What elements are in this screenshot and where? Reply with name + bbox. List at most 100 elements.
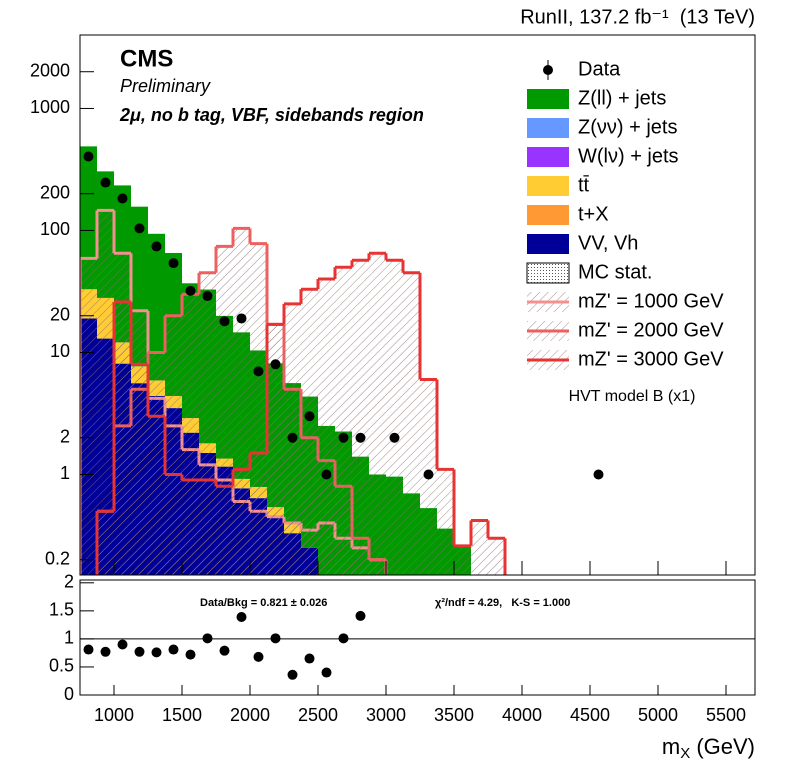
signal-hatch: [318, 279, 335, 575]
data-point: [168, 258, 179, 269]
x-tick-label: 1500: [162, 705, 202, 725]
data-point: [134, 223, 145, 234]
y-tick-label: 10: [50, 341, 70, 361]
signal-hatch: [369, 253, 386, 575]
ratio-point: [151, 647, 162, 658]
data-point: [83, 151, 94, 162]
ratio-point: [338, 633, 349, 644]
y-tick-label: 1: [60, 463, 70, 483]
data-point: [355, 432, 366, 443]
signal-hatch: [386, 260, 403, 575]
ratio-point: [83, 644, 94, 655]
ratio-point: [185, 649, 196, 660]
signal-hatch: [250, 452, 267, 575]
signal-hatch: [148, 416, 165, 575]
y-tick-label: 2: [60, 426, 70, 446]
x-tick-label: 1000: [94, 705, 134, 725]
ratio-annotation: Data/Bkg = 0.821 ± 0.026: [200, 597, 327, 609]
signal-hatch: [437, 469, 454, 575]
signal-hatch: [114, 301, 131, 575]
x-tick-label: 3000: [366, 705, 406, 725]
ratio-point: [168, 644, 179, 655]
legend-swatch: [527, 234, 569, 254]
ratio-point: [321, 667, 332, 678]
ratio-point: [236, 612, 247, 623]
data-point: [253, 366, 264, 377]
signal-hatch: [284, 303, 301, 575]
subtitle: Preliminary: [120, 76, 211, 96]
signal-hatch: [267, 324, 284, 575]
x-axis-label-main: m: [662, 734, 680, 759]
ratio-y-tick-label: 1: [64, 628, 74, 648]
signal-hatch: [335, 267, 352, 575]
legend-label: tt̄: [578, 174, 590, 196]
data-point: [117, 193, 128, 204]
signal-hatch: [301, 289, 318, 575]
legend-label: mZ' = 3000 GeV: [578, 348, 724, 370]
chart-title: RunII, 137.2 fb⁻¹ (13 TeV): [520, 6, 755, 28]
signal-hatch: [165, 474, 182, 575]
data-point: [219, 316, 230, 327]
x-tick-label: 5000: [638, 705, 678, 725]
y-tick-label: 100: [40, 219, 70, 239]
signal-hatch: [233, 469, 250, 575]
legend-swatch: [527, 89, 569, 109]
signal-hatch: [454, 545, 471, 575]
stack-bar: [148, 233, 165, 381]
legend-swatch: [527, 147, 569, 167]
x-tick-label: 5500: [706, 705, 746, 725]
signal-hatch: [182, 480, 199, 575]
experiment-label: CMS: [120, 45, 173, 72]
y-tick-label: 200: [40, 182, 70, 202]
ratio-y-tick-label: 1.5: [49, 600, 74, 620]
signal-hatch: [199, 480, 216, 575]
y-tick-label: 20: [50, 304, 70, 324]
signal-hatch: [420, 379, 437, 575]
x-axis-label-sub: X: [680, 745, 690, 762]
x-tick-label: 2500: [298, 705, 338, 725]
legend-swatch: [527, 118, 569, 138]
main-plot: [80, 146, 604, 575]
signal-hatch: [80, 258, 97, 575]
ratio-point: [287, 669, 298, 680]
ratio-annotation: χ²/ndf = 4.29, K-S = 1.000: [435, 597, 570, 609]
data-point: [151, 241, 162, 252]
legend-label: Data: [578, 58, 621, 80]
ratio-point: [117, 639, 128, 650]
y-tick-label: 2000: [30, 60, 70, 80]
signal-hatch: [216, 486, 233, 575]
x-tick-label: 4500: [570, 705, 610, 725]
ratio-y-tick-label: 2: [64, 572, 74, 592]
legend-swatch: [527, 176, 569, 196]
y-tick-label: 1000: [30, 97, 70, 117]
legend-label: VV, Vh: [578, 232, 638, 254]
signal-hatch: [471, 520, 488, 575]
legend-label: mZ' = 1000 GeV: [578, 290, 724, 312]
signal-hatch: [131, 364, 148, 575]
stack-bar: [80, 146, 97, 290]
data-point: [287, 432, 298, 443]
region-label: 2μ, no b tag, VBF, sidebands region: [119, 105, 424, 125]
data-point: [270, 359, 281, 370]
ratio-y-tick-label: 0.5: [49, 656, 74, 676]
data-point: [338, 432, 349, 443]
ratio-plot: [80, 610, 755, 680]
x-tick-label: 2000: [230, 705, 270, 725]
x-tick-label: 3500: [434, 705, 474, 725]
signal-hatch: [97, 511, 114, 575]
legend-label: MC stat.: [578, 261, 652, 283]
ratio-y-tick-label: 0: [64, 684, 74, 704]
y-tick-label: 0.2: [45, 549, 70, 569]
x-axis-label: mX (GeV): [662, 734, 755, 762]
data-point: [236, 313, 247, 324]
overlay: 0.2 1 2 10 20 100 200 1000 2000 0 0.5 1 1.5 2 1000 1500…: [30, 58, 746, 724]
data-point: [593, 469, 604, 480]
x-axis-label-unit: (GeV): [690, 734, 755, 759]
main-frame: [79, 34, 756, 576]
legend-label: Z(νν) + jets: [578, 116, 677, 138]
legend-label: Z(ll) + jets: [578, 87, 666, 109]
ratio-point: [202, 633, 213, 644]
legend-label: W(lν) + jets: [578, 145, 679, 167]
legend-swatch: [526, 262, 570, 284]
